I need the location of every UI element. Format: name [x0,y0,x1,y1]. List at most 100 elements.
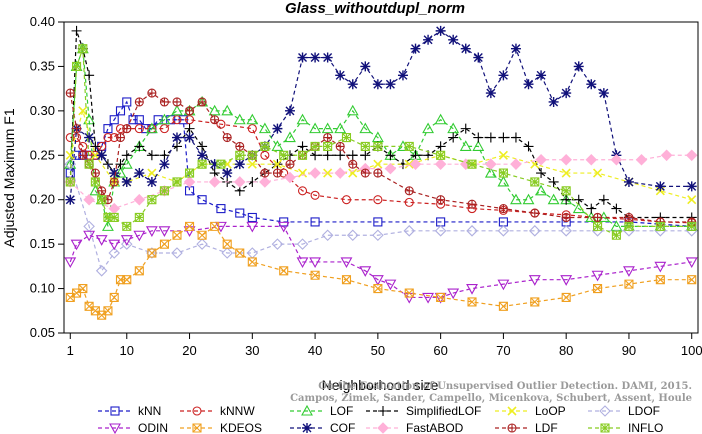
data-point-fastabod [685,149,698,162]
data-point-fastabod [610,153,623,166]
data-point-ldof [271,238,284,250]
data-point-simplifiedlof [197,141,208,152]
data-point-inflo [561,186,571,196]
data-point-ldf [66,89,75,98]
data-point-cof [335,70,346,81]
data-point-ldf [78,151,87,160]
data-point-simplifiedlof [510,132,521,143]
legend-marker [110,406,120,416]
data-point-cof [435,25,446,36]
data-point-ldf [593,213,602,222]
data-point-fastabod [434,158,447,170]
data-point-cof [360,61,371,72]
data-point-fastabod [409,158,422,170]
data-point-fastabod [334,167,346,179]
legend-label: INFLO [628,421,663,434]
data-point-inflo [310,141,320,151]
legend-label: LDF [535,421,558,434]
data-point-knn [134,115,144,125]
data-point-simplifiedlof [548,176,559,187]
data-point-cof [109,168,120,179]
data-point-loop [247,159,257,169]
data-point-ldof [372,229,384,242]
data-point-ldf [373,169,382,178]
x-tick-label: 70 [496,343,510,358]
data-point-ldof [120,238,133,250]
data-point-ldf [97,186,107,196]
data-point-ldf [561,212,571,223]
data-point-kdeos [279,266,289,276]
legend-item-knn: kNN [98,404,161,418]
data-point-inflo [65,177,75,187]
data-point-simplifiedlof [297,141,308,152]
legend-marker [507,423,517,433]
data-point-loop [348,168,358,178]
data-point-ldf [323,132,333,143]
data-point-kdeos [530,297,540,307]
data-point-odin [371,275,384,286]
data-point-inflo [467,159,477,169]
credit-line-1: Campos, Zimek, Sander, Campello, Micenko… [290,393,692,404]
data-point-cof [297,52,308,63]
data-point-lof [359,122,372,134]
data-point-ldf [260,169,269,178]
data-point-lof [258,122,271,134]
data-point-lof [246,113,259,125]
data-point-lof [64,158,77,169]
data-point-lof [171,104,183,116]
data-point-ldf [78,150,88,160]
data-point-cof [423,34,434,45]
data-point-cof [171,132,182,143]
data-point-lof [296,113,309,125]
data-point-kdeos [172,230,182,240]
data-point-knnw [65,132,75,143]
data-point-lof [422,122,435,134]
data-point-odin [64,257,77,269]
data-point-kdeos [235,248,245,258]
data-point-ldof [221,247,233,259]
data-point-ldf [160,97,169,106]
data-point-simplifiedlof [385,150,396,161]
legend-item-ldof: LDOF [588,404,660,418]
data-point-inflo [624,221,634,231]
legend-marker [302,423,312,433]
data-point-knn [103,124,113,134]
data-point-ldf [185,106,194,115]
data-point-lof [472,140,485,151]
data-point-knnw [297,186,308,196]
data-point-knnw [103,132,113,143]
legend-label: kNNW [220,404,255,418]
data-point-lof [309,122,322,134]
data-point-odin [591,270,604,282]
data-point-odin [447,288,460,300]
data-point-inflo [530,177,540,187]
data-point-odin [83,230,96,242]
data-point-kdeos [624,279,634,289]
data-point-simplifiedlof [460,123,471,134]
data-point-cof [347,79,358,90]
data-point-cof [523,79,534,90]
series-fastabod [64,149,698,215]
series-cof [65,25,697,205]
legend-item-inflo: INFLO [588,421,663,434]
legend-marker [377,422,389,434]
data-point-odin [384,279,397,291]
data-point-cof [322,52,333,63]
legend-marker [378,406,388,416]
data-point-inflo [78,44,88,54]
data-point-ldf [498,204,508,214]
legend-label: kNN [138,404,161,418]
y-tick-label: 0.25 [30,147,55,162]
data-point-kdeos [373,284,383,294]
data-point-ldf [134,97,144,107]
data-point-knn [109,115,119,125]
data-point-simplifiedlof [121,150,132,161]
data-point-simplifiedlof [435,141,446,152]
data-point-ldf [499,204,508,213]
data-point-odin [466,284,478,295]
data-point-inflo [360,141,370,151]
data-point-ldf [159,97,169,107]
data-point-lof [284,131,296,143]
data-point-ldf [235,141,245,151]
data-point-ldf [285,160,294,169]
